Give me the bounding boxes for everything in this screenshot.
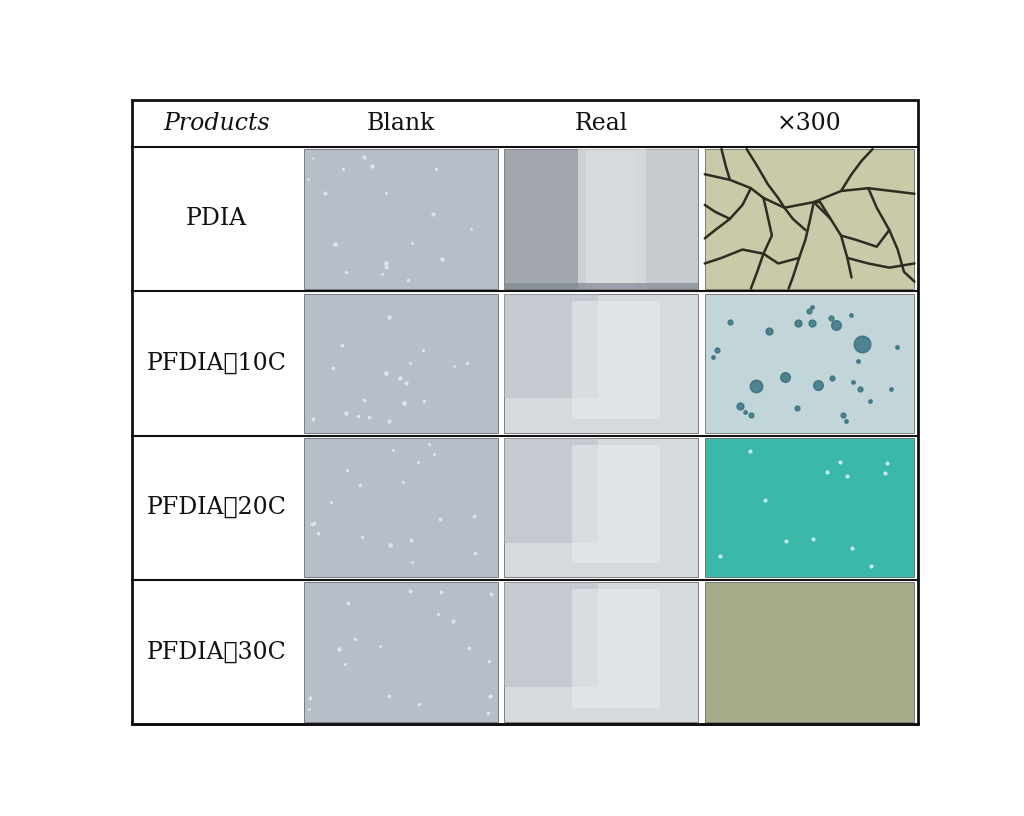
Text: Blank: Blank: [367, 112, 435, 135]
Bar: [705, 438, 914, 578]
Bar: [572, 445, 659, 564]
Bar: [505, 438, 698, 578]
Bar: [505, 149, 586, 289]
Bar: [579, 149, 646, 289]
Text: Real: Real: [574, 112, 628, 135]
Bar: [572, 589, 659, 708]
Bar: [304, 294, 498, 433]
Text: ×300: ×300: [777, 112, 842, 135]
Bar: [705, 294, 914, 433]
Bar: [705, 583, 914, 722]
Bar: [505, 438, 598, 543]
Bar: [505, 583, 598, 687]
Bar: [505, 283, 698, 289]
Bar: [505, 294, 698, 433]
Bar: [572, 300, 659, 419]
Text: PFDIA－30C: PFDIA－30C: [146, 641, 287, 663]
Bar: [636, 149, 698, 289]
Text: PDIA: PDIA: [186, 207, 247, 230]
Bar: [505, 149, 698, 289]
Text: PFDIA－20C: PFDIA－20C: [146, 496, 287, 519]
Bar: [705, 149, 914, 289]
Bar: [304, 149, 498, 289]
Text: PFDIA－10C: PFDIA－10C: [146, 352, 287, 375]
Bar: [505, 583, 698, 722]
Bar: [505, 294, 598, 398]
Bar: [304, 583, 498, 722]
Bar: [304, 438, 498, 578]
Text: Products: Products: [163, 112, 269, 135]
